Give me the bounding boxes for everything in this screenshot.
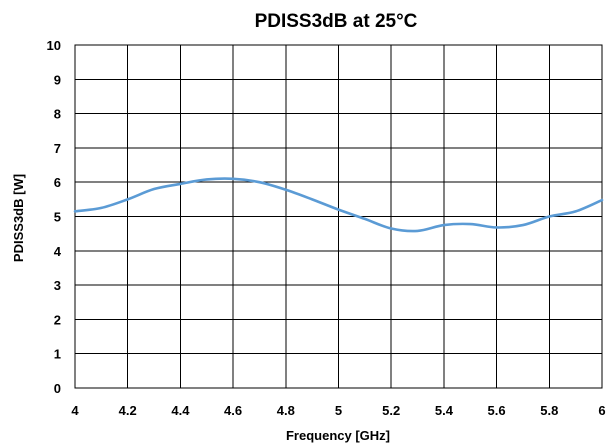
- x-tick-label: 5.8: [540, 403, 558, 418]
- y-tick-label: 1: [54, 347, 61, 362]
- series-group: [73, 177, 604, 233]
- y-tick-label: 6: [54, 175, 61, 190]
- y-axis-title: PDISS3dB [W]: [11, 174, 26, 262]
- y-tick-label: 10: [47, 38, 61, 53]
- x-tick-label: 4.2: [119, 403, 137, 418]
- y-tick-label: 9: [54, 72, 61, 87]
- plot-area-border: [74, 44, 603, 389]
- x-tick-labels: 4 4.2 4.4 4.6 4.8 5 5.2 5.4 5.6 5.8 6: [71, 403, 605, 418]
- y-tick-label: 4: [54, 244, 62, 259]
- y-tick-label: 7: [54, 141, 61, 156]
- y-tick-label: 8: [54, 107, 61, 122]
- x-tick-label: 4.8: [277, 403, 295, 418]
- grid: [74, 44, 603, 389]
- x-tick-label: 6: [598, 403, 605, 418]
- y-tick-label: 0: [54, 381, 61, 396]
- x-tick-label: 5.6: [488, 403, 506, 418]
- y-tick-labels: 0 1 2 3 4 5 6 7 8 9 10: [47, 38, 62, 396]
- x-tick-label: 5: [335, 403, 342, 418]
- y-tick-label: 5: [54, 210, 61, 225]
- chart-title: PDISS3dB at 25°C: [255, 11, 418, 32]
- y-tick-label: 2: [54, 312, 61, 327]
- y-tick-label: 3: [54, 278, 61, 293]
- x-tick-label: 5.2: [382, 403, 400, 418]
- x-tick-label: 4.4: [171, 403, 190, 418]
- x-tick-label: 4.6: [224, 403, 242, 418]
- series-line: [73, 177, 604, 233]
- x-axis-title: Frequency [GHz]: [286, 428, 390, 443]
- x-tick-label: 4: [71, 403, 79, 418]
- x-tick-label: 5.4: [435, 403, 454, 418]
